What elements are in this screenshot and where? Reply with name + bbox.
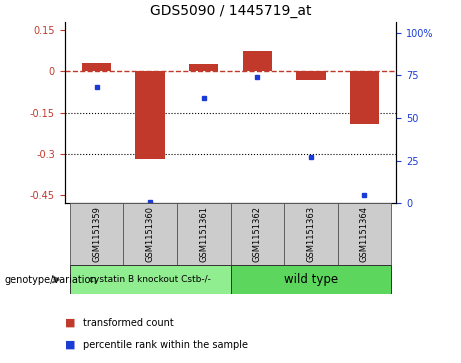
Text: GSM1151364: GSM1151364 — [360, 206, 369, 262]
Text: transformed count: transformed count — [83, 318, 174, 328]
Bar — [136, 71, 165, 159]
Bar — [296, 71, 325, 79]
Text: cystatin B knockout Cstb-/-: cystatin B knockout Cstb-/- — [89, 275, 211, 284]
Bar — [230, 265, 391, 294]
Bar — [242, 51, 272, 71]
Text: percentile rank within the sample: percentile rank within the sample — [83, 340, 248, 350]
Text: ■: ■ — [65, 340, 75, 350]
Bar — [337, 203, 391, 265]
Text: wild type: wild type — [284, 273, 338, 286]
Text: genotype/variation: genotype/variation — [5, 274, 97, 285]
Bar — [284, 203, 337, 265]
Bar — [124, 203, 177, 265]
Bar — [70, 265, 230, 294]
Text: GSM1151360: GSM1151360 — [146, 206, 155, 262]
Bar — [349, 71, 379, 123]
Bar — [230, 203, 284, 265]
Bar — [177, 203, 230, 265]
Bar — [70, 203, 124, 265]
Text: GSM1151362: GSM1151362 — [253, 206, 262, 262]
Text: GSM1151359: GSM1151359 — [92, 206, 101, 262]
Bar — [82, 63, 112, 71]
Text: GSM1151363: GSM1151363 — [306, 206, 315, 262]
Title: GDS5090 / 1445719_at: GDS5090 / 1445719_at — [150, 4, 311, 18]
Bar — [189, 64, 219, 71]
Text: GSM1151361: GSM1151361 — [199, 206, 208, 262]
Text: ■: ■ — [65, 318, 75, 328]
